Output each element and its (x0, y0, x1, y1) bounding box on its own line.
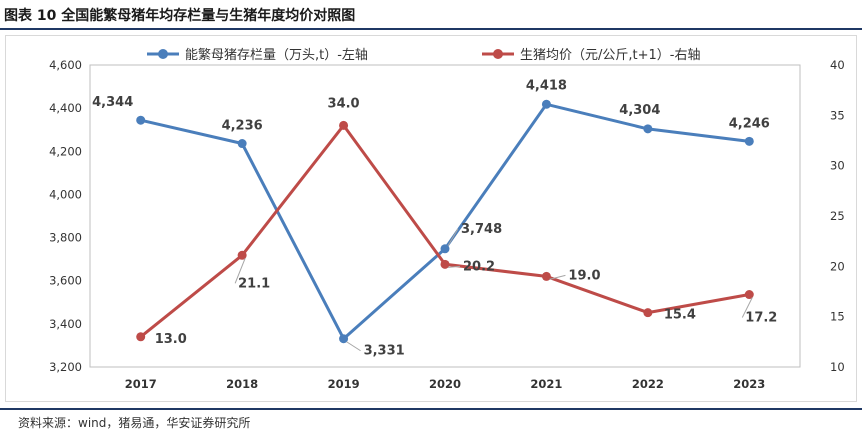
data-label: 20.2 (463, 259, 495, 274)
data-point (339, 334, 349, 344)
right-axis-tick-label: 40 (830, 58, 845, 72)
right-axis-tick-label: 30 (830, 159, 845, 173)
data-point (237, 250, 247, 260)
x-axis-tick-label: 2021 (530, 377, 562, 391)
plot-area (89, 64, 801, 368)
right-axis-tick-label: 10 (830, 360, 845, 374)
data-point (744, 290, 754, 300)
figure-title: 图表 10 全国能繁母猪年均存栏量与生猪年度均价对照图 (4, 8, 356, 24)
data-label: 21.1 (238, 276, 270, 291)
x-axis-tick-label: 2023 (733, 377, 765, 391)
left-axis-tick-label: 4,000 (49, 187, 82, 201)
data-point (744, 136, 754, 146)
chart: 3,200 3,400 3,600 3,800 4,000 4,200 4,400 4,600… (49, 47, 845, 391)
data-label-leader (549, 274, 566, 280)
data-label: 3,748 (461, 222, 502, 237)
right-axis-tick-label: 20 (830, 259, 845, 273)
right-axis-tick-label: 25 (830, 209, 845, 223)
data-label: 34.0 (328, 96, 360, 111)
x-axis-tick-label: 2017 (125, 377, 157, 391)
data-label-leader (447, 265, 461, 268)
legend-swatch-marker (493, 49, 503, 59)
right-axis-tick-label: 15 (830, 310, 845, 324)
right-axis-tick-label: 35 (830, 108, 845, 122)
data-point (541, 271, 551, 281)
left-axis-tick-label: 4,400 (49, 101, 82, 115)
legend-label: 生猪均价（元/公斤,t+1）-右轴 (520, 48, 700, 63)
x-axis-tick-label: 2019 (328, 377, 360, 391)
series-line-sow-inventory (140, 102, 750, 341)
source-note: 资料来源：wind，猪易通，华安证券研究所 (18, 416, 251, 430)
left-axis-tick-label: 3,800 (49, 231, 82, 245)
x-axis-tick-label: 2022 (632, 377, 664, 391)
data-point (237, 139, 247, 149)
data-point (440, 244, 450, 254)
data-point (136, 115, 146, 125)
legend-label: 能繁母猪存栏量（万头,t）-左轴 (185, 47, 368, 63)
data-point (541, 99, 551, 109)
data-label-leader (447, 228, 459, 247)
data-label: 4,304 (619, 103, 660, 118)
data-point (643, 308, 653, 318)
x-axis-tick-label: 2018 (226, 377, 258, 391)
data-label-leader (234, 258, 246, 284)
left-axis-tick-label: 3,600 (49, 274, 82, 288)
data-label: 4,344 (92, 95, 133, 110)
left-axis-tick-label: 4,200 (49, 144, 82, 158)
data-label: 15.4 (664, 308, 696, 323)
left-axis-tick-label: 3,200 (49, 360, 82, 374)
data-point (643, 124, 653, 134)
data-label: 3,331 (364, 344, 405, 359)
data-label-leader (741, 297, 753, 318)
source-bar: 资料来源：wind，猪易通，华安证券研究所 (0, 408, 862, 430)
data-label: 13.0 (155, 332, 187, 347)
data-label: 4,246 (729, 116, 770, 131)
data-point (136, 332, 146, 342)
data-label: 4,236 (222, 119, 263, 134)
data-point (440, 259, 450, 269)
data-point (339, 120, 349, 130)
left-axis-tick-label: 4,600 (49, 58, 82, 72)
left-axis-tick-label: 3,400 (49, 317, 82, 331)
chart-frame (5, 35, 857, 402)
series-line-hog-price (139, 123, 750, 338)
x-axis-tick-label: 2020 (429, 377, 461, 391)
data-label-leader (346, 341, 361, 352)
data-label: 4,418 (526, 78, 567, 93)
figure-title-bar: 图表 10 全国能繁母猪年均存栏量与生猪年度均价对照图 (0, 0, 862, 30)
legend-swatch-marker (158, 49, 168, 59)
data-label: 19.0 (568, 268, 600, 283)
data-label: 17.2 (745, 311, 777, 326)
